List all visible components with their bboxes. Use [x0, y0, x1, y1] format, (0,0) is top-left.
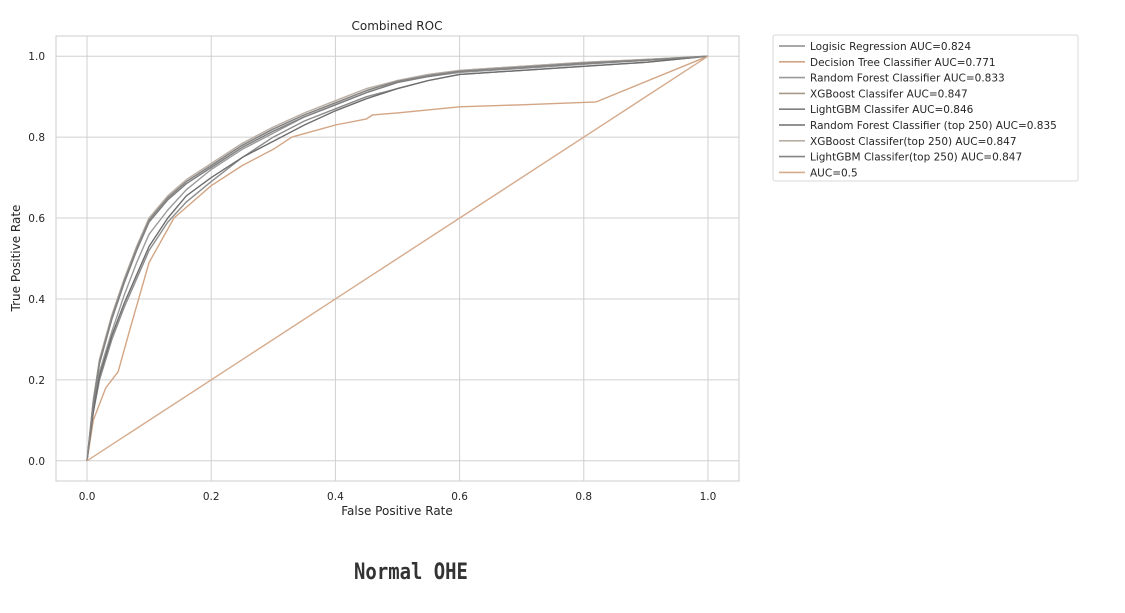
y-tick-label: 0.4 [28, 294, 45, 306]
figure-caption: Normal OHE [354, 560, 468, 585]
legend-label: LightGBM Classifer AUC=0.846 [810, 104, 974, 116]
legend-label: Random Forest Classifier (top 250) AUC=0… [810, 120, 1057, 132]
legend-label: Decision Tree Classifier AUC=0.771 [810, 57, 996, 69]
y-tick-label: 1.0 [28, 51, 45, 63]
legend: Logisic Regression AUC=0.824 Decision Tre… [772, 34, 1079, 182]
roc-curves [86, 55, 709, 462]
x-tick-label: 0.0 [79, 491, 96, 503]
x-tick-label: 0.4 [327, 491, 344, 503]
legend-label: Random Forest Classifier AUC=0.833 [810, 73, 1005, 85]
legend-label: XGBoost Classifer AUC=0.847 [810, 88, 968, 100]
legend-label: AUC=0.5 [810, 167, 858, 179]
roc-curve-2 [86, 55, 709, 461]
roc-curve-9 [86, 55, 709, 462]
y-tick-label: 0.8 [28, 132, 45, 144]
chart-title: Combined ROC [352, 19, 443, 33]
grid-lines [56, 36, 739, 481]
y-tick-label: 0.6 [28, 213, 45, 225]
y-axis-label: True Positive Rate [9, 205, 23, 313]
roc-curve-8 [86, 55, 709, 461]
x-tick-label: 1.0 [700, 491, 717, 503]
tick-labels: 0.0 0.2 0.4 0.6 0.8 1.0 0.0 0.2 0.4 0.6 0.8 1.0 [28, 51, 716, 503]
legend-label: LightGBM Classifer(top 250) AUC=0.847 [810, 152, 1022, 164]
legend-label: XGBoost Classifer(top 250) AUC=0.847 [810, 136, 1017, 148]
x-axis-label: False Positive Rate [341, 504, 453, 518]
roc-curve-6 [86, 55, 709, 461]
y-tick-label: 0.0 [28, 456, 45, 468]
x-tick-label: 0.6 [451, 491, 468, 503]
x-tick-label: 0.8 [575, 491, 592, 503]
legend-box [772, 34, 1079, 182]
y-tick-label: 0.2 [28, 375, 45, 387]
legend-label: Logisic Regression AUC=0.824 [810, 41, 971, 53]
x-tick-label: 0.2 [203, 491, 220, 503]
roc-curve-3 [86, 55, 709, 461]
